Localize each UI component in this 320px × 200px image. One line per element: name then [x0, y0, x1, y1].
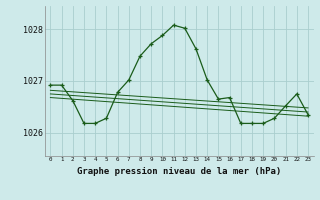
X-axis label: Graphe pression niveau de la mer (hPa): Graphe pression niveau de la mer (hPa) [77, 167, 281, 176]
